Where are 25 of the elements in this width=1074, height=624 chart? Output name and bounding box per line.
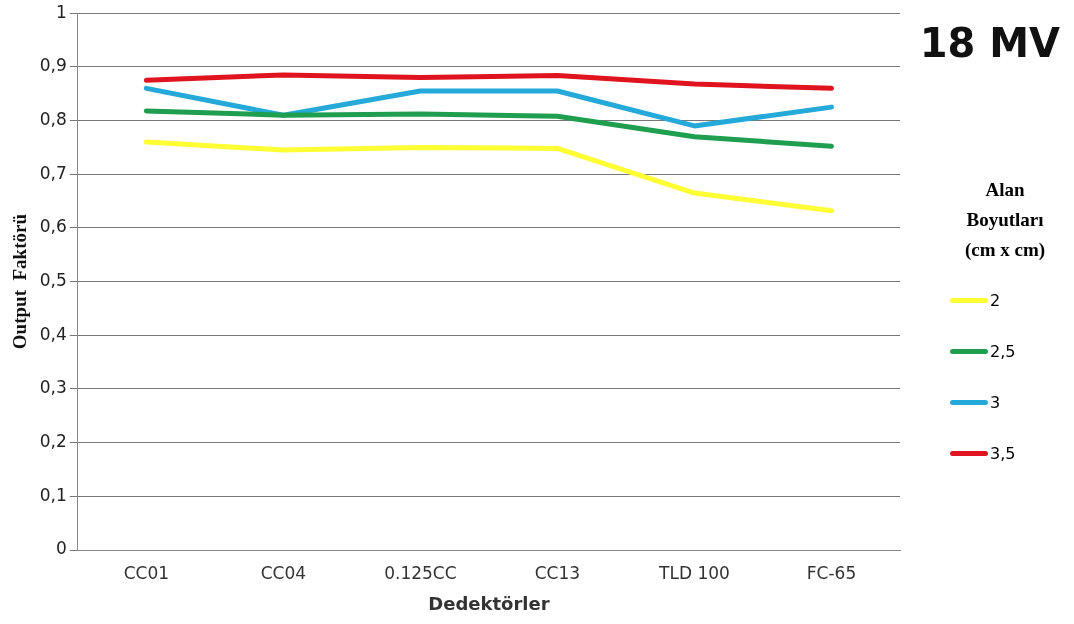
x-tick-label: CC04	[260, 562, 307, 583]
y-tick-label: 1	[56, 1, 67, 22]
x-tick-label: TLD 100	[658, 562, 730, 583]
legend-label: 2,5	[990, 342, 1016, 361]
legend-label: 3,5	[990, 444, 1016, 463]
y-tick-label: 0,1	[39, 484, 67, 505]
y-tick-label: 0	[56, 538, 67, 559]
legend-title: Alan Boyutları (cm x cm)	[963, 178, 1047, 262]
y-tick-label: 0,5	[39, 270, 67, 291]
x-tick-label: FC-65	[806, 562, 857, 583]
x-tick-label: CC13	[534, 562, 581, 583]
x-tick-label: CC01	[123, 562, 170, 583]
x-axis-title: Dedektörler	[428, 592, 550, 614]
x-tick-label: 0.125CC	[384, 562, 457, 583]
text: 18 MV	[919, 20, 1060, 66]
y-tick-label: 0,6	[39, 216, 67, 237]
y-tick-label: 0,8	[39, 108, 67, 129]
y-tick-label: 0,3	[39, 377, 67, 398]
y-tick-label: 0,7	[39, 162, 67, 183]
y-axis-title: Output Faktörü	[9, 213, 31, 350]
y-tick-label: 0,2	[39, 431, 67, 452]
y-tick-label: 0,4	[39, 323, 67, 344]
y-tick-label: 0,9	[39, 55, 67, 76]
legend-label: 2	[990, 291, 1001, 310]
legend-label: 3	[990, 393, 1001, 412]
